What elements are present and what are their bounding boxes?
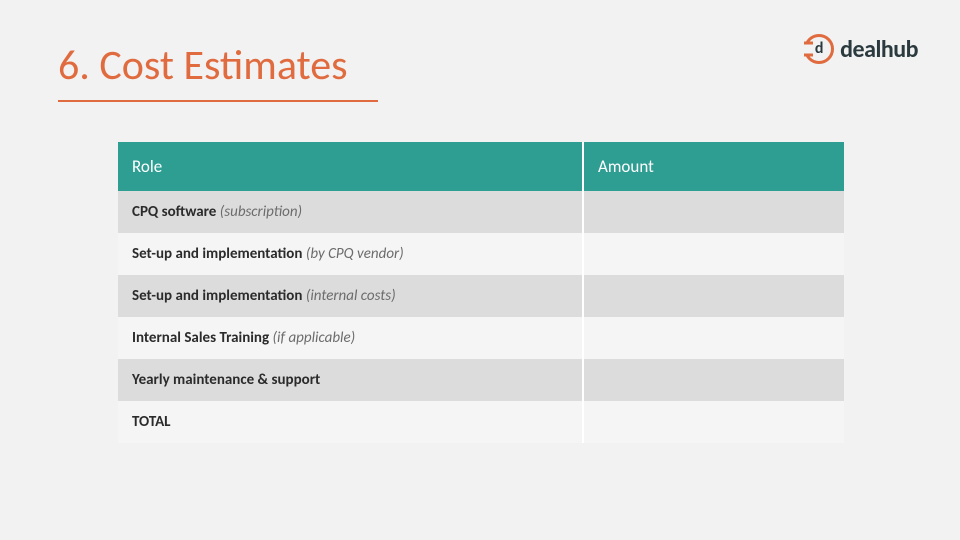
cell-role: Set-up and implementation (by CPQ vendor… — [118, 233, 583, 275]
table-row: CPQ software (subscription) — [118, 191, 844, 233]
slide: 6. Cost Estimates d dealhub Role Amount … — [0, 0, 960, 540]
cell-amount — [583, 233, 844, 275]
cell-role: CPQ software (subscription) — [118, 191, 583, 233]
row-label: TOTAL — [132, 413, 171, 431]
table-row: Yearly maintenance & support — [118, 359, 844, 401]
row-label: Set-up and implementation — [132, 287, 302, 305]
brand-logo: d dealhub — [804, 34, 918, 64]
logo-mark-letter: d — [815, 41, 824, 57]
title-underline — [58, 100, 378, 102]
cell-amount — [583, 359, 844, 401]
row-note: (internal costs) — [306, 287, 396, 305]
page-title: 6. Cost Estimates — [58, 40, 348, 91]
table-row: Internal Sales Training (if applicable) — [118, 317, 844, 359]
row-note: (if applicable) — [273, 329, 356, 347]
cell-amount — [583, 191, 844, 233]
row-label: CPQ software — [132, 203, 216, 221]
table-row: Set-up and implementation (by CPQ vendor… — [118, 233, 844, 275]
cell-amount — [583, 401, 844, 443]
row-note: (subscription) — [220, 203, 302, 221]
cell-role: Yearly maintenance & support — [118, 359, 583, 401]
row-label: Set-up and implementation — [132, 245, 302, 263]
col-header-role: Role — [118, 142, 583, 191]
cell-amount — [583, 317, 844, 359]
logo-text: dealhub — [840, 35, 918, 64]
dealhub-logo-icon: d — [804, 34, 834, 64]
cell-role: Internal Sales Training (if applicable) — [118, 317, 583, 359]
table-row: Set-up and implementation (internal cost… — [118, 275, 844, 317]
table-header-row: Role Amount — [118, 142, 844, 191]
cost-estimates-table: Role Amount CPQ software (subscription) … — [118, 142, 844, 443]
cell-role: Set-up and implementation (internal cost… — [118, 275, 583, 317]
row-label: Yearly maintenance & support — [132, 371, 320, 389]
table-row: TOTAL — [118, 401, 844, 443]
col-header-amount: Amount — [583, 142, 844, 191]
cell-role: TOTAL — [118, 401, 583, 443]
row-note: (by CPQ vendor) — [306, 245, 404, 263]
row-label: Internal Sales Training — [132, 329, 269, 347]
cell-amount — [583, 275, 844, 317]
